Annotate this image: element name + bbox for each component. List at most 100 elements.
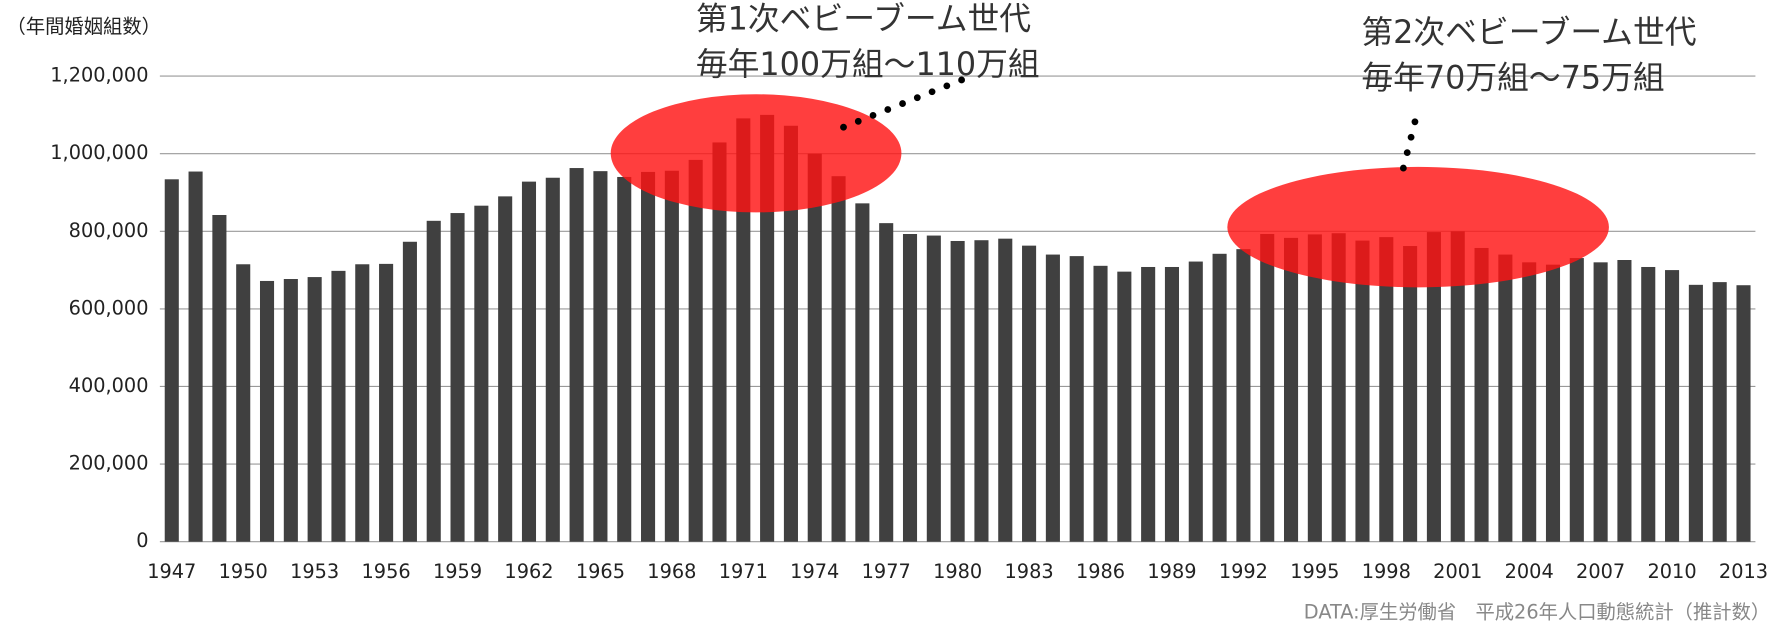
bar <box>1283 237 1299 542</box>
bar <box>593 171 608 542</box>
bar <box>1545 264 1561 542</box>
bar <box>1260 234 1275 542</box>
bar <box>1188 261 1203 542</box>
highlights <box>610 73 1609 288</box>
bar <box>426 220 441 542</box>
bar <box>1593 262 1608 542</box>
y-tick-label: 1,000,000 <box>50 141 148 164</box>
bar <box>1498 254 1513 542</box>
x-tick-label: 1959 <box>433 560 482 583</box>
bar <box>1474 247 1489 542</box>
bar <box>1164 266 1180 542</box>
bar <box>1022 245 1037 542</box>
bar <box>236 264 251 542</box>
bar <box>664 170 679 542</box>
pointer-dots <box>840 73 972 131</box>
bar <box>402 241 417 542</box>
bar <box>1617 260 1632 542</box>
bar <box>1117 271 1132 542</box>
y-tick-label: 800,000 <box>69 219 149 242</box>
y-axis-label: （年間婚姻組数） <box>7 15 161 38</box>
bar <box>688 159 703 542</box>
x-tick-label: 1950 <box>219 560 268 583</box>
bar <box>1307 234 1322 542</box>
x-tick-label: 2013 <box>1719 560 1768 583</box>
pointer-dots <box>1399 110 1421 172</box>
bar <box>1212 253 1227 542</box>
bar <box>1355 240 1370 542</box>
source-note: DATA:厚生労働省 平成26年人口動態統計（推計数） <box>1304 601 1770 624</box>
bar <box>545 177 560 542</box>
bar <box>307 277 322 542</box>
bar <box>1641 266 1656 542</box>
x-tick-label: 1992 <box>1219 560 1268 583</box>
bar <box>712 142 727 542</box>
x-tick-label: 1998 <box>1362 560 1411 583</box>
bar <box>1403 246 1418 542</box>
bar <box>879 223 894 542</box>
bar <box>1045 254 1060 542</box>
bar <box>831 176 846 542</box>
bar <box>474 205 489 542</box>
bar <box>783 125 798 542</box>
bar <box>259 280 275 542</box>
highlight-ellipse <box>610 94 902 213</box>
bar <box>283 279 298 542</box>
bar <box>188 171 203 542</box>
x-tick-label: 1965 <box>576 560 625 583</box>
bar <box>1569 258 1584 542</box>
x-tick-label: 1953 <box>290 560 339 583</box>
x-tick-label: 1968 <box>647 560 696 583</box>
x-tick-label: 1983 <box>1005 560 1054 583</box>
bar <box>807 153 822 542</box>
bar <box>760 114 775 542</box>
annotation: 第1次ベビーブーム世代 <box>696 0 1031 37</box>
bar <box>1522 262 1537 542</box>
bar <box>212 214 227 542</box>
bar <box>1069 256 1084 542</box>
bar <box>855 203 870 542</box>
bar <box>1331 233 1346 542</box>
bar <box>998 238 1013 542</box>
bar <box>1450 231 1465 542</box>
bar <box>450 213 465 542</box>
bar <box>1093 265 1108 542</box>
y-tick-label: 400,000 <box>69 374 149 397</box>
bar <box>617 176 632 542</box>
bar <box>379 263 394 542</box>
bar <box>641 171 656 542</box>
bar <box>1141 266 1156 542</box>
bar <box>498 196 513 542</box>
bar <box>1426 232 1441 542</box>
x-tick-label: 1977 <box>862 560 911 583</box>
x-tick-label: 1971 <box>719 560 768 583</box>
bar <box>521 181 537 542</box>
bar <box>902 234 918 542</box>
y-tick-label: 1,200,000 <box>50 64 148 87</box>
annotation: 第2次ベビーブーム世代 <box>1361 14 1696 51</box>
y-tick-label: 0 <box>136 529 148 552</box>
bar <box>1236 249 1251 542</box>
annotation: 毎年70万組～75万組 <box>1361 59 1664 96</box>
bar <box>1665 270 1680 542</box>
x-tick-label: 1974 <box>790 560 839 583</box>
x-tick-label: 1980 <box>933 560 982 583</box>
bar <box>926 235 941 542</box>
y-tick-label: 200,000 <box>69 452 149 475</box>
x-tick-label: 1956 <box>362 560 411 583</box>
bar <box>736 118 751 542</box>
annotation: 毎年100万組～110万組 <box>696 46 1040 83</box>
x-tick-label: 2007 <box>1576 560 1625 583</box>
x-tick-label: 1947 <box>147 560 196 583</box>
bar <box>569 168 584 542</box>
x-tick-label: 1986 <box>1076 560 1125 583</box>
bar <box>355 264 370 542</box>
bar <box>1688 284 1703 542</box>
bar <box>950 240 965 542</box>
plot-area: 0 200,000 400,000 600,000 800,000 1,000,000 1,… <box>50 64 1768 583</box>
bar <box>1712 282 1727 542</box>
bar <box>1736 285 1751 542</box>
x-tick-label: 1989 <box>1147 560 1196 583</box>
